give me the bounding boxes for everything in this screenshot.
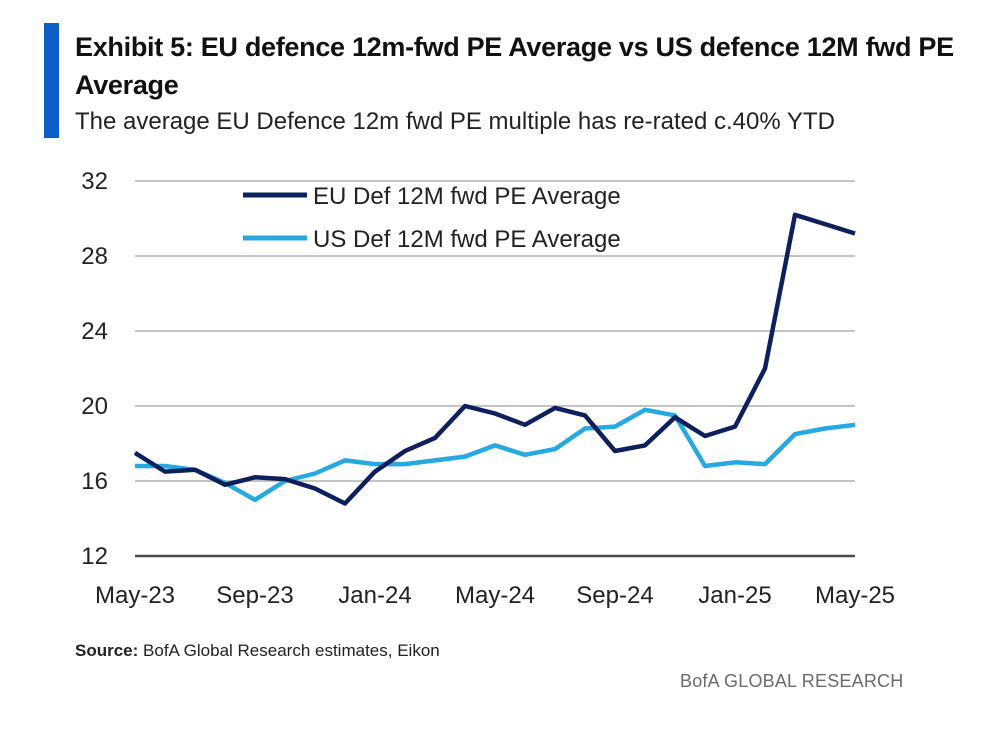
x-tick-label-may-24: May-24: [455, 582, 535, 609]
y-tick-label-24: 24: [81, 318, 108, 345]
legend-label-us-def-12m-fwd-pe-average: US Def 12M fwd PE Average: [313, 226, 621, 253]
grid-layer: [135, 180, 855, 558]
accent-bar: [44, 23, 59, 138]
series-line-us-def-12m-fwd-pe-average: [135, 407, 856, 503]
x-axis-ticks: May-23 Sep-23 Jan-24 May-24 Sep-24 Jan-25 May-…: [95, 582, 895, 609]
source-label: Source:: [75, 641, 139, 660]
legend: EU Def 12M fwd PE Average US Def 12M fwd …: [243, 183, 621, 253]
chart-title: Exhibit 5: EU defence 12m-fwd PE Average…: [75, 32, 954, 100]
x-tick-label-may-25: May-25: [815, 582, 895, 609]
y-tick-label-16: 16: [81, 468, 108, 495]
y-tick-label-20: 20: [81, 393, 108, 420]
y-tick-label-32: 32: [81, 168, 108, 195]
y-axis-ticks: 12 16 20 24 28 32: [81, 168, 108, 570]
brand-wordmark: BofA GLOBAL RESEARCH: [680, 671, 904, 691]
x-tick-label-jan-25: Jan-25: [698, 582, 771, 609]
line-chart: 12 16 20 24 28 32 May-23 Sep-23 Jan-24 May-24 Sep…: [81, 168, 895, 609]
chart-subtitle: The average EU Defence 12m fwd PE multip…: [75, 108, 835, 135]
source-text: BofA Global Research estimates, Eikon: [138, 641, 440, 660]
x-tick-label-sep-23: Sep-23: [216, 582, 293, 609]
source-note: Source: BofA Global Research estimates, …: [75, 641, 440, 661]
series-layer: [133, 212, 856, 506]
x-tick-label-sep-24: Sep-24: [576, 582, 653, 609]
y-tick-label-28: 28: [81, 243, 108, 270]
x-tick-label-may-23: May-23: [95, 582, 175, 609]
legend-label-eu-def-12m-fwd-pe-average: EU Def 12M fwd PE Average: [313, 183, 621, 210]
x-tick-label-jan-24: Jan-24: [338, 582, 411, 609]
series-line-eu-def-12m-fwd-pe-average: [133, 212, 856, 506]
y-tick-label-12: 12: [81, 543, 108, 570]
